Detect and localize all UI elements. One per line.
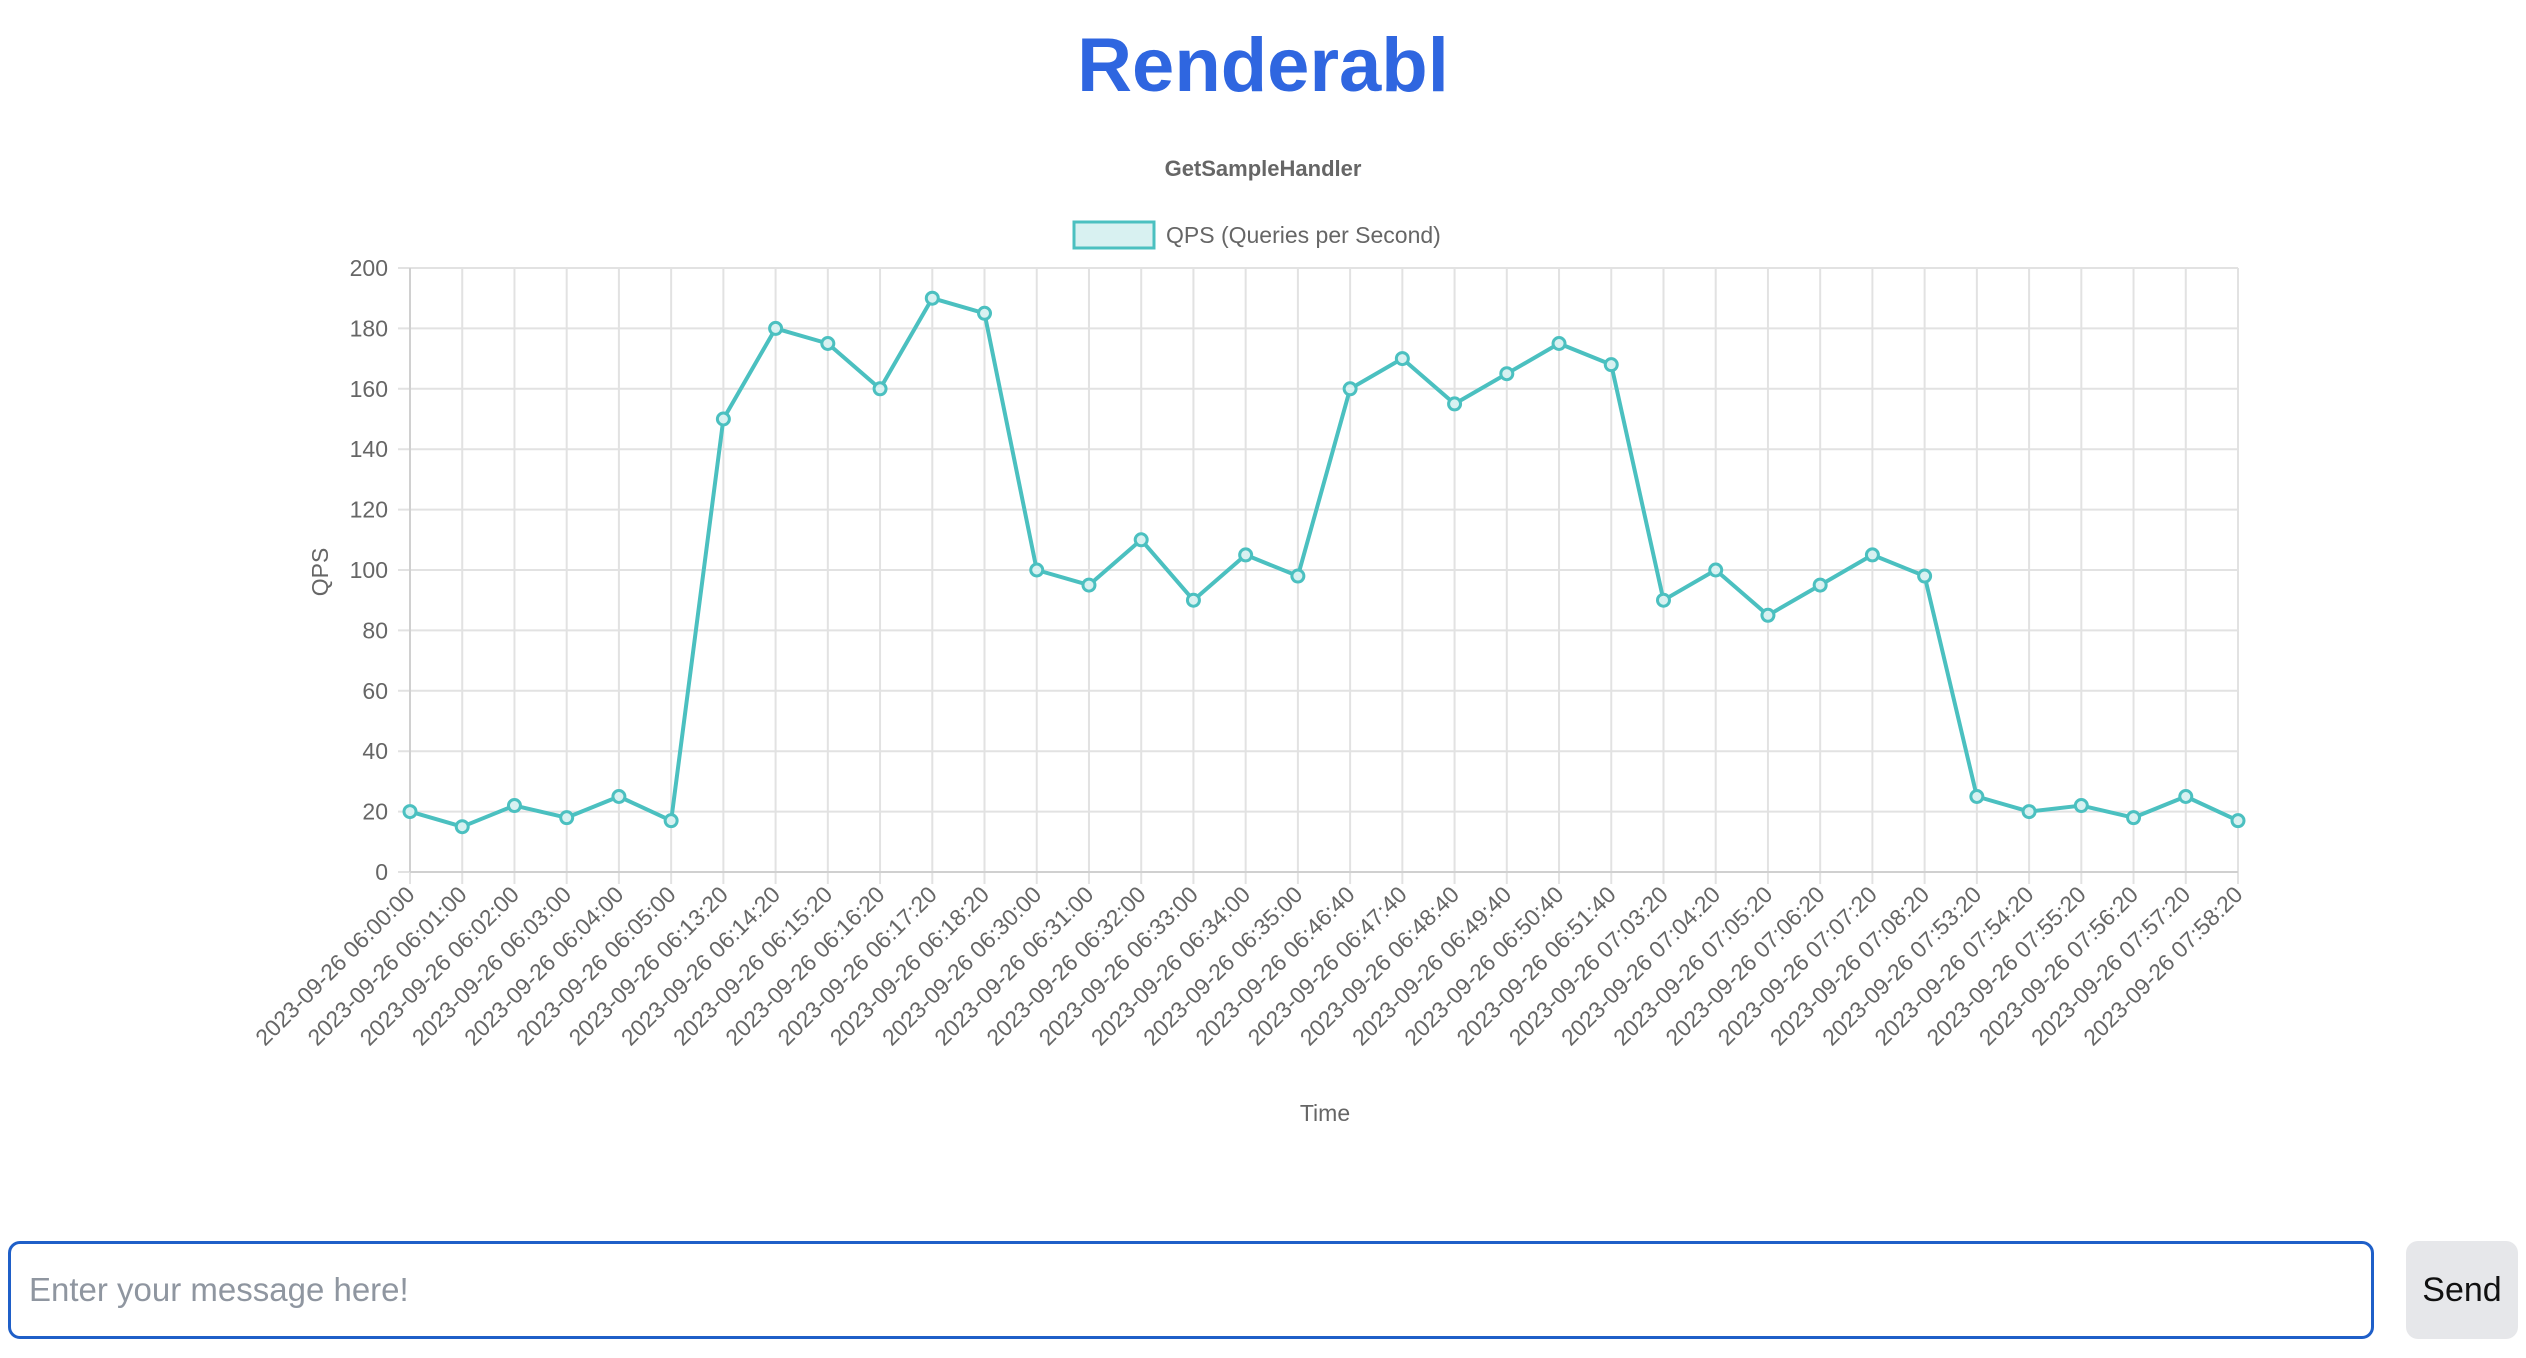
data-point[interactable] — [768, 320, 784, 336]
legend-swatch — [1072, 220, 1156, 250]
y-tick-label: 200 — [350, 255, 388, 281]
data-point[interactable] — [611, 789, 627, 804]
data-point[interactable] — [663, 813, 679, 829]
data-point[interactable] — [715, 411, 731, 427]
data-point[interactable] — [2230, 813, 2246, 829]
data-point[interactable] — [1133, 532, 1149, 548]
legend-label: QPS (Queries per Second) — [1166, 222, 1441, 248]
data-point[interactable] — [977, 305, 993, 321]
data-point[interactable] — [1917, 568, 1933, 584]
data-point[interactable] — [1603, 357, 1619, 373]
x-axis-label: Time — [1300, 1100, 1350, 1126]
data-point[interactable] — [1551, 336, 1567, 351]
data-point[interactable] — [1969, 789, 1985, 804]
y-tick-label: 0 — [375, 859, 388, 885]
data-point[interactable] — [1394, 351, 1410, 367]
y-tick-label: 40 — [362, 738, 388, 764]
qps-line-chart: GetSampleHandler QPS (Queries per Second… — [250, 156, 2247, 1126]
data-point[interactable] — [872, 381, 888, 397]
legend[interactable]: QPS (Queries per Second) — [1072, 220, 1441, 250]
chart-title: GetSampleHandler — [1165, 156, 1362, 181]
data-point[interactable] — [2073, 798, 2089, 814]
send-button[interactable]: Send — [2406, 1241, 2518, 1339]
data-point[interactable] — [1655, 592, 1671, 608]
data-point[interactable] — [402, 804, 418, 820]
y-tick-label: 140 — [350, 436, 388, 462]
y-tick-label: 20 — [362, 799, 388, 825]
y-tick-label: 180 — [350, 315, 388, 341]
data-point[interactable] — [506, 798, 522, 814]
data-point[interactable] — [559, 810, 575, 826]
y-tick-label: 80 — [362, 617, 388, 643]
data-point[interactable] — [1081, 577, 1097, 593]
y-tick-label: 60 — [362, 678, 388, 704]
chart-grid — [398, 267, 2239, 884]
data-point[interactable] — [1447, 396, 1463, 412]
y-tick-label: 100 — [350, 557, 388, 583]
data-point[interactable] — [1185, 592, 1201, 608]
app-title: Renderabl — [1077, 23, 1449, 108]
data-point[interactable] — [1238, 547, 1254, 563]
series-line — [409, 296, 2239, 829]
data-point[interactable] — [1499, 366, 1515, 382]
data-point[interactable] — [2021, 804, 2037, 820]
y-axis-ticks: 0 20 40 60 80 100 120 140 160 180 200 — [350, 255, 388, 885]
y-tick-label: 160 — [350, 376, 388, 402]
data-point[interactable] — [924, 290, 940, 306]
data-point[interactable] — [1760, 607, 1776, 623]
data-point[interactable] — [1290, 568, 1306, 584]
data-point[interactable] — [820, 336, 836, 351]
data-point[interactable] — [1812, 577, 1828, 593]
qps-series — [402, 290, 2246, 835]
data-point[interactable] — [2178, 789, 2194, 804]
data-point[interactable] — [1864, 547, 1880, 563]
y-axis-label: QPS — [307, 548, 333, 597]
data-point[interactable] — [2126, 810, 2142, 826]
data-point[interactable] — [1342, 381, 1358, 397]
data-point[interactable] — [1029, 562, 1045, 578]
data-point[interactable] — [1708, 562, 1724, 578]
message-input[interactable] — [8, 1241, 2374, 1339]
y-tick-label: 120 — [350, 497, 388, 523]
data-point[interactable] — [454, 819, 470, 835]
